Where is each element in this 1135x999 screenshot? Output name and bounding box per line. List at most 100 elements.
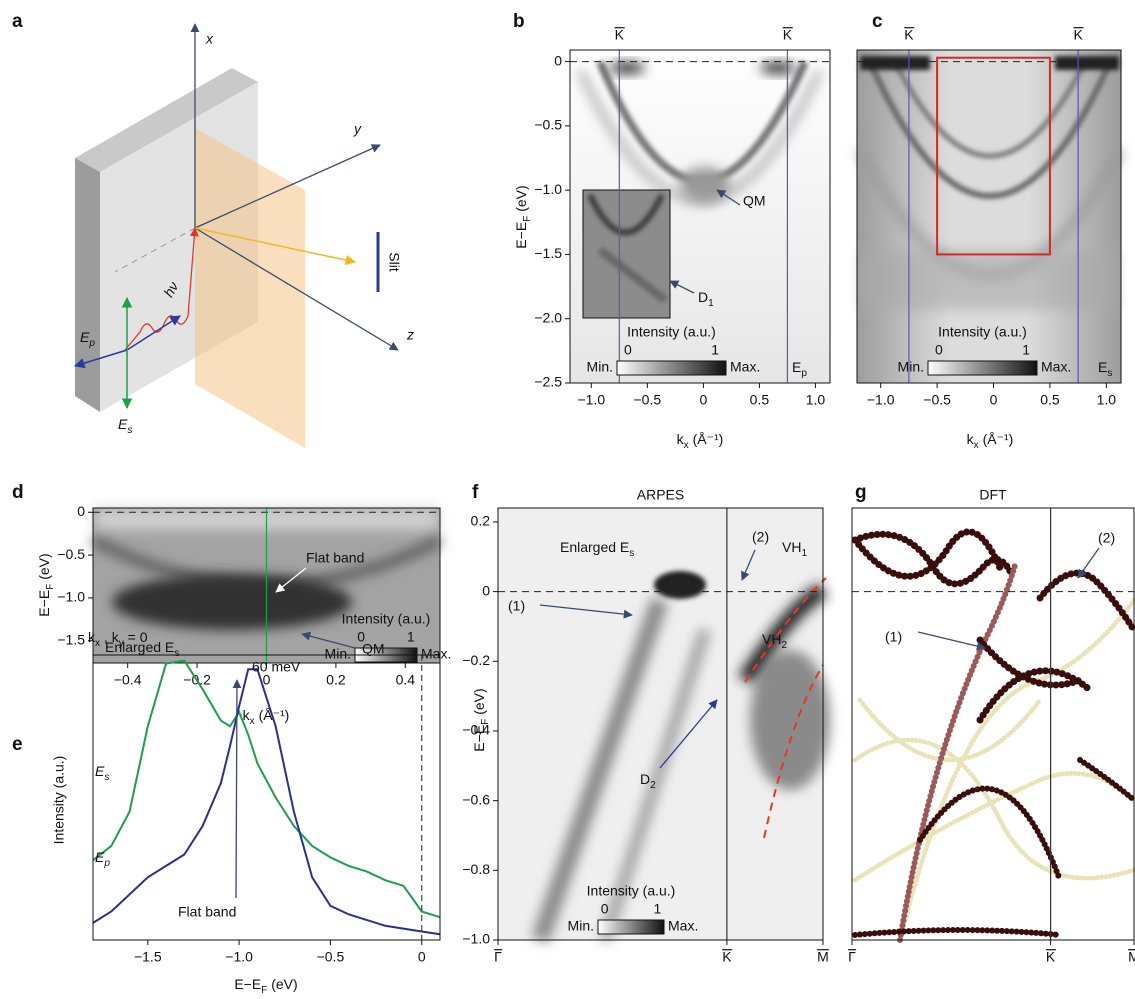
legend-label-part: p (103, 858, 110, 869)
x-axis-label-part: k (677, 431, 685, 447)
y-tick-label: −1.5 (534, 245, 562, 261)
annotation-part: s (174, 648, 179, 659)
x-axis-label-part: E−E (234, 976, 261, 992)
region-box (936, 56, 1051, 256)
dft-band-image (852, 737, 1135, 881)
intensity-image (531, 597, 669, 943)
k-label: K (615, 27, 625, 43)
y-tick-label: −1.0 (57, 589, 85, 605)
annotation-arrow (1077, 547, 1100, 579)
dft-band-image (852, 770, 1135, 883)
x-tick-label: M (817, 949, 829, 965)
x-axis-label-part: x (250, 716, 255, 727)
x-tick-label: 0 (263, 672, 271, 688)
plot-frame (569, 49, 831, 384)
annotation: Enlarged Es (105, 639, 179, 659)
x-tick-label: 0.2 (326, 672, 346, 688)
y-tick-label: −2.5 (534, 374, 562, 390)
y-tick-label: 0.2 (471, 513, 491, 529)
field-label-part: p (88, 338, 95, 349)
colorbar-tick: 1 (1022, 342, 1030, 358)
panel-letter: b (513, 11, 525, 32)
annotation-part: 1 (708, 298, 714, 309)
x-axis-label-part: (Å⁻¹) (979, 431, 1014, 447)
annotation-arrow (539, 604, 633, 619)
annotation-arrow (232, 679, 242, 899)
colorbar (597, 919, 665, 935)
y-axis-label-part: F (480, 719, 491, 725)
annotation-arrow (301, 631, 356, 649)
annotation-part: y (119, 638, 125, 649)
colorbar-tick: 0 (357, 629, 365, 645)
y-tick-label: −1.0 (534, 181, 562, 197)
dft-band-image (852, 927, 1063, 938)
colorbar-label: Intensity (a.u.) (587, 883, 676, 899)
y-tick-label: 0 (482, 582, 490, 598)
panel-letter: f (472, 482, 479, 503)
intensity-image (112, 574, 352, 630)
colorbar-tick: 1 (711, 342, 719, 358)
colorbar-tick: 0 (935, 342, 943, 358)
annotation: D2 (640, 771, 656, 791)
annotation-part: p (801, 368, 807, 379)
x-tick-label: −1.5 (134, 949, 162, 965)
x-axis-label-part: (eV) (267, 976, 297, 992)
colorbar-min: Min. (325, 646, 351, 662)
colorbar-tick: 1 (407, 629, 415, 645)
colorbar-min: Min. (587, 359, 613, 375)
dft-band-image (897, 597, 1135, 943)
y-tick-label: −0.2 (462, 652, 490, 668)
panel-letter: d (12, 482, 24, 503)
axis-z (194, 227, 399, 351)
colorbar (616, 360, 727, 376)
colorbar-max: Max. (730, 359, 760, 375)
colorbar-max: Max. (1041, 359, 1071, 375)
x-axis-label: kx (Å⁻¹) (677, 431, 724, 451)
colorbar (927, 360, 1038, 376)
annotation: Es (1098, 359, 1112, 379)
panel-letter: g (855, 482, 867, 503)
plot-frame (497, 507, 824, 941)
x-tick-label: −1.0 (867, 392, 895, 408)
panel-letter: a (12, 11, 23, 32)
intensity-image (750, 650, 830, 790)
y-axis-label: E−EF (eV) (471, 688, 491, 751)
annotation-arrow (741, 549, 756, 581)
x-tick-label: −0.5 (634, 392, 662, 408)
series-line (92, 668, 441, 936)
plot-frame (856, 49, 1122, 384)
x-tick-label: 0.5 (1040, 392, 1060, 408)
field-label-part: E (80, 329, 90, 345)
y-axis-label: E−EF (eV) (36, 553, 56, 616)
dft-band-image (917, 785, 1063, 883)
annotation: (2) (752, 529, 769, 545)
y-axis-label-part: E−E (36, 590, 52, 617)
legend-label-part: s (104, 772, 109, 783)
x-tick-label: 0 (699, 392, 707, 408)
colorbar-min: Min. (568, 918, 594, 934)
x-tick-label: 0.4 (396, 672, 416, 688)
annotation: kx , ky = 0 (88, 629, 148, 649)
axis-label: z (406, 327, 414, 343)
y-axis-label-part: (eV) (36, 553, 52, 583)
panel-title: DFT (979, 487, 1007, 503)
x-tick-label: 0.5 (750, 392, 770, 408)
intensity-image (597, 246, 668, 304)
axis-y (194, 144, 381, 229)
annotation: Flat band (306, 550, 364, 566)
y-axis-label-part: (eV) (513, 185, 529, 215)
colorbar-min: Min. (898, 359, 924, 375)
annotation-part: D (698, 289, 708, 305)
x-tick-label: Γ (848, 949, 856, 965)
panel-letter: e (12, 734, 23, 755)
field-label-part: s (127, 425, 132, 436)
y-tick-label: −0.5 (57, 546, 85, 562)
x-axis-label-part: x (974, 440, 979, 451)
x-tick-label: K (722, 949, 732, 965)
x-axis-label-part: F (261, 985, 267, 996)
annotation-arrow (917, 631, 986, 651)
annotation: Flat band (178, 904, 236, 920)
y-tick-label: −0.8 (462, 861, 490, 877)
dft-band-image (897, 562, 1018, 943)
dft-band-image (976, 667, 1094, 724)
